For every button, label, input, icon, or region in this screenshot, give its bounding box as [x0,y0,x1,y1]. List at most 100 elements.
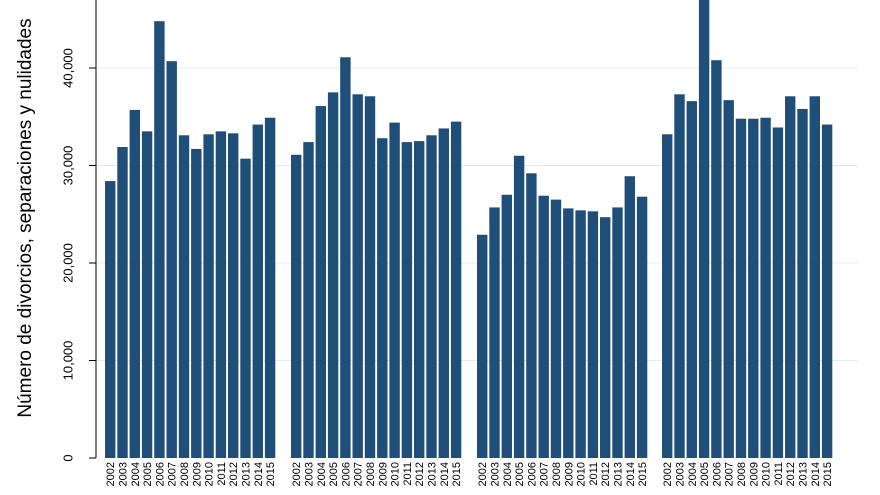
bar [550,199,562,458]
x-tick-label: 2014 [810,462,822,486]
bar [303,142,314,458]
x-tick-label: 2009 [191,462,203,486]
bar [809,96,820,459]
bar [352,94,363,458]
bar [203,134,214,459]
bar [772,127,784,458]
x-tick-label: 2005 [328,462,340,486]
x-tick-label: 2012 [785,462,797,486]
bar [501,194,512,458]
x-tick-label: 2007 [724,462,736,486]
bar [748,118,759,458]
bar [166,61,177,459]
bar [674,94,685,458]
bar [489,207,500,458]
x-tick-label: 2003 [675,462,687,486]
x-tick-label: 2008 [365,462,377,486]
x-tick-label: 2008 [736,462,748,486]
x-tick-label: 2013 [427,462,439,486]
x-tick-label: 2005 [699,462,711,486]
bar [414,141,425,458]
bar [438,128,449,458]
bar [587,211,599,458]
x-tick-label: 2006 [526,462,538,486]
x-tick-label: 2011 [773,462,785,486]
bar [686,101,697,459]
x-tick-label: 2015 [451,462,463,486]
bar [575,210,586,458]
x-tick-label: 2006 [711,462,723,486]
y-tick-label: 0 [61,454,76,461]
bar [377,138,388,458]
x-tick-label: 2009 [377,462,389,486]
bar [760,117,771,458]
bar [538,195,549,458]
bar [513,155,525,458]
bar [191,148,202,459]
bar [154,21,165,458]
bar [340,57,351,459]
x-tick-label: 2014 [625,462,637,486]
x-tick-label: 2012 [228,462,240,486]
bar [105,181,116,458]
bar [612,207,623,458]
x-tick-label: 2011 [588,462,600,486]
x-tick-label: 2002 [291,462,303,486]
x-tick-label: 2015 [637,462,649,486]
bar [711,60,722,458]
bar [563,208,574,458]
x-tick-label: 2009 [748,462,760,486]
bar [401,142,413,458]
x-tick-label: 2003 [118,462,130,486]
x-tick-label: 2015 [822,462,834,486]
bars [105,0,833,459]
x-tick-label: 2015 [265,462,277,486]
x-tick-label: 2006 [154,462,166,486]
x-tick-label: 2010 [576,462,588,486]
y-tick-label: 10,000 [61,341,76,381]
x-tick-label: 2005 [514,462,526,486]
bar [477,234,488,458]
y-axis: 0 10,000 20,000 30,000 40,000 [61,0,97,462]
x-axis: 2002 2003 2004 2005 2006 2007 2008 2009 2010 2011… [105,462,834,486]
bar [364,96,376,459]
x-tick-label: 2002 [105,462,117,486]
bar [228,133,239,458]
x-tick-label: 2013 [241,462,253,486]
x-tick-label: 2011 [402,462,414,486]
bar [264,117,276,458]
bar [117,146,128,458]
x-tick-label: 2006 [340,462,352,486]
x-tick-label: 2003 [490,462,502,486]
y-axis-title: Número de divorcios, separaciones y nuli… [15,18,36,417]
x-tick-label: 2007 [539,462,551,486]
x-tick-label: 2009 [563,462,575,486]
x-tick-label: 2010 [761,462,773,486]
x-tick-label: 2002 [662,462,674,486]
bar [636,196,648,458]
bar [315,106,326,459]
x-tick-label: 2002 [477,462,489,486]
x-tick-label: 2010 [390,462,402,486]
x-tick-label: 2011 [216,462,228,486]
bar [526,173,537,459]
bar [389,122,400,458]
bar [327,92,339,458]
x-tick-label: 2014 [439,462,451,486]
x-tick-label: 2013 [613,462,625,486]
bar [426,135,437,458]
bar [600,217,611,458]
bar [698,0,710,458]
x-tick-label: 2012 [414,462,426,486]
y-tick-label: 40,000 [61,48,76,88]
x-tick-label: 2004 [130,462,142,486]
x-tick-label: 2004 [502,462,514,486]
bar [723,100,734,459]
bar [141,131,153,458]
y-tick-label: 20,000 [61,243,76,283]
x-tick-label: 2008 [551,462,563,486]
x-tick-label: 2004 [316,462,328,486]
bar [785,96,796,459]
bar [178,135,190,458]
